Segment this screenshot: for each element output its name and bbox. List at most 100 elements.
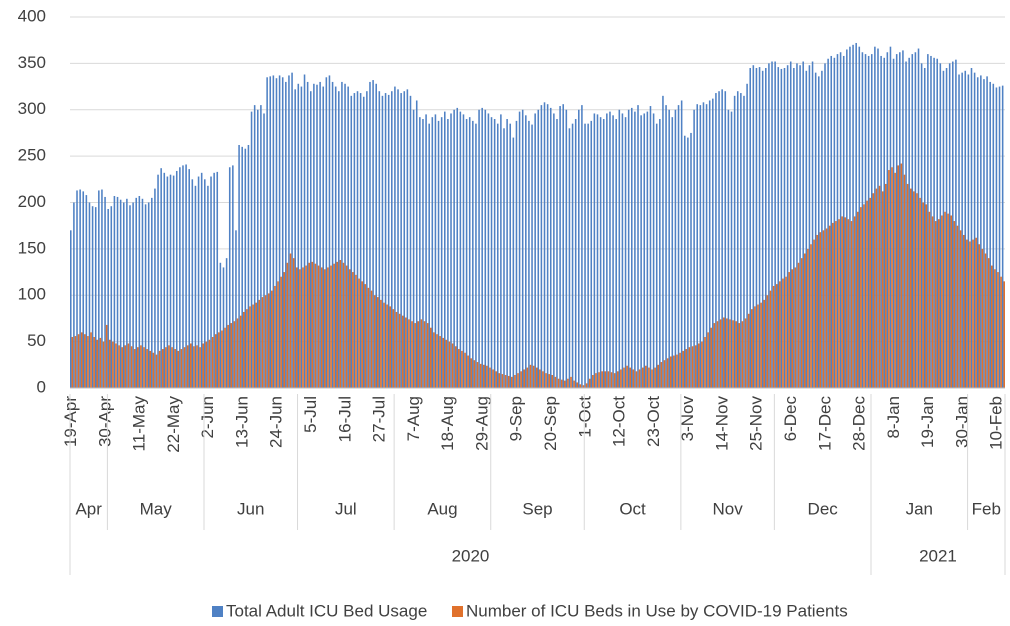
y-tick-label: 300 [18,99,46,118]
bar [744,318,747,388]
bar [531,124,533,388]
bar [230,323,233,388]
x-tick-label: 18-Aug [438,396,457,451]
bar [877,48,879,388]
bar [207,185,209,388]
bar [540,105,543,389]
bar [422,119,424,389]
bar [618,109,621,388]
bar [238,144,240,388]
bar [264,295,267,388]
bar [683,135,686,388]
bar [774,61,776,389]
bar [437,120,440,388]
bar [380,299,382,388]
bar [359,93,362,389]
bar [244,148,247,388]
bar [772,285,775,388]
month-label: Jul [335,499,357,518]
bar [166,176,169,388]
y-tick-label: 200 [18,192,46,211]
year-label: 2020 [452,546,490,565]
bar [119,199,122,388]
bar [726,318,728,388]
bar [913,191,915,388]
bar [291,72,293,389]
bar [613,373,616,388]
bar [161,349,164,388]
x-tick-label: 19-Jan [918,396,937,448]
bar [864,54,867,388]
bar [345,265,348,388]
x-tick-label: 9-Sep [507,396,526,441]
bar [588,378,591,388]
bar [554,376,557,388]
bar [682,350,684,388]
bar [376,297,379,388]
bar [249,306,251,388]
x-tick-label: 8-Jan [884,396,903,439]
bar [632,369,635,388]
bar [257,109,259,388]
bar [484,109,487,388]
bar [445,339,448,388]
bar [124,345,127,388]
bar [892,58,895,389]
bar [972,239,974,388]
bar [994,269,996,388]
bar [87,336,89,388]
bar [263,113,265,389]
x-tick-label: 23-Oct [644,396,663,447]
bar [461,350,463,388]
bar [292,258,295,388]
bar [395,311,398,388]
bar [102,341,105,388]
bar [442,337,444,388]
month-label: Feb [972,499,1001,518]
bar [450,113,452,389]
bar [563,380,566,388]
bar [467,355,469,388]
bar [610,372,613,388]
bar [582,385,585,388]
bar [98,190,100,388]
bar [998,86,1001,388]
bar [169,174,172,388]
bar [741,321,744,388]
bar [626,365,628,388]
bar [325,77,328,388]
bar [163,172,166,388]
bar [799,65,801,388]
bar [920,63,923,388]
bar [303,74,306,388]
bar [85,195,88,388]
bar [384,93,387,389]
bar [300,86,303,388]
bar [923,68,926,388]
bar [414,323,416,388]
bar [236,318,239,388]
bar [581,105,583,389]
bar [126,198,128,388]
bar [509,123,512,388]
bar [356,91,359,388]
bar [883,57,886,389]
bar [867,55,870,389]
bar [783,68,786,388]
bar [599,117,602,389]
bar [515,120,518,388]
bar [415,100,418,388]
bar [99,337,102,388]
bar [828,225,831,388]
bar [803,253,806,388]
y-tick-label: 100 [18,285,46,304]
bar [765,68,767,388]
bar [496,123,499,388]
bar [679,352,681,388]
bar [204,179,206,388]
bar [451,343,454,388]
bar [518,111,521,388]
bar [417,321,420,388]
bar [355,274,357,388]
